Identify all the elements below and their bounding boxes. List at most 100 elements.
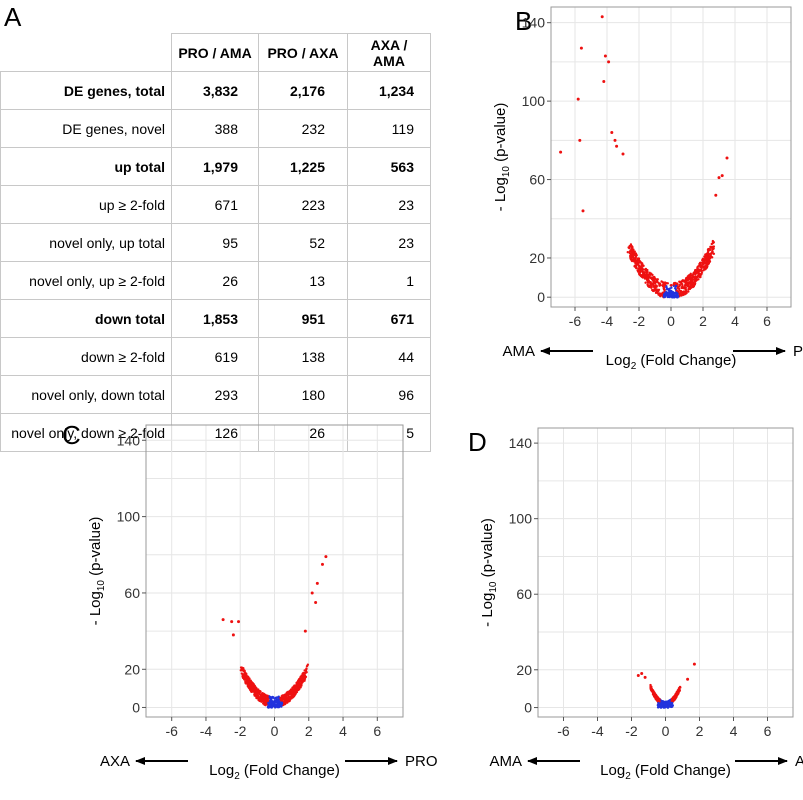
data-point — [711, 248, 714, 251]
table-row: up total 1,979 1,225 563 — [0, 147, 431, 186]
x-axis-label: Log2 (Fold Change) — [606, 352, 737, 372]
x-tick-label: -4 — [200, 723, 213, 739]
data-point — [265, 698, 268, 701]
data-point — [712, 241, 715, 244]
data-point — [242, 675, 245, 678]
data-point — [259, 695, 263, 698]
data-point — [679, 289, 683, 293]
y-tick-label: 60 — [516, 586, 532, 602]
data-point — [679, 293, 682, 296]
data-point — [658, 284, 661, 287]
y-tick-label: 100 — [509, 511, 533, 527]
data-point — [654, 284, 658, 287]
data-point — [668, 293, 671, 297]
data-point — [633, 257, 636, 260]
data-point — [293, 688, 297, 692]
data-point — [649, 683, 652, 687]
data-point — [658, 697, 661, 701]
x-tick-label: 0 — [667, 313, 675, 329]
data-point — [303, 677, 307, 681]
data-point — [681, 292, 685, 296]
panel-label-d: D — [468, 427, 487, 457]
data-point — [629, 256, 632, 260]
y-tick-label: 0 — [524, 700, 532, 716]
table-cell: 180 — [258, 375, 348, 414]
x-axis-label: Log2 (Fold Change) — [209, 762, 340, 782]
table-row-label: down ≥ 2-fold — [0, 337, 172, 376]
data-point — [672, 293, 675, 296]
data-point — [295, 686, 298, 690]
data-point — [269, 699, 273, 702]
data-point-outlier — [237, 620, 241, 624]
data-point — [691, 279, 694, 282]
data-point — [660, 702, 663, 705]
data-point — [670, 292, 673, 295]
data-point-outlier — [725, 156, 729, 160]
table-cell: 26 — [171, 261, 259, 300]
table-cell: 13 — [258, 261, 348, 300]
x-tick-label: -6 — [569, 313, 582, 329]
data-point — [245, 682, 248, 685]
table-cell: 119 — [347, 109, 431, 148]
x-tick-label: 6 — [763, 313, 771, 329]
data-point — [242, 670, 246, 673]
y-tick-label: 20 — [529, 250, 545, 266]
data-point — [291, 691, 294, 695]
table-row: DE genes, total 3,832 2,176 1,234 — [0, 71, 431, 110]
x-tick-label: 2 — [305, 723, 313, 739]
data-point — [279, 704, 283, 707]
data-point — [663, 289, 666, 292]
data-point — [673, 295, 676, 299]
data-point — [680, 286, 683, 290]
y-tick-label: 60 — [124, 585, 140, 601]
table-cell: 52 — [258, 223, 348, 262]
data-point — [685, 283, 688, 287]
table-row-label: novel only, down total — [0, 375, 172, 414]
data-point — [656, 705, 660, 709]
data-point — [296, 680, 299, 684]
table-cell: 44 — [347, 337, 431, 376]
data-point — [666, 282, 669, 285]
x-tick-label: -4 — [591, 723, 604, 739]
table-cell: 2,176 — [258, 71, 348, 110]
data-point — [675, 291, 678, 295]
data-point — [643, 268, 647, 271]
y-tick-label: 60 — [529, 172, 545, 188]
data-point — [290, 689, 294, 692]
y-axis-label: - Log10 (p-value) — [479, 518, 499, 627]
right-condition-label: AXA — [795, 753, 803, 770]
table-row: novel only, down total 293 180 96 — [0, 375, 431, 414]
data-point — [640, 275, 644, 278]
data-point — [679, 291, 682, 295]
data-point — [663, 281, 666, 284]
data-point-outlier — [221, 618, 225, 622]
data-point — [263, 703, 266, 706]
data-point — [647, 284, 650, 288]
data-point-outlier — [578, 138, 582, 142]
table-row: novel only, up total 95 52 23 — [0, 223, 431, 262]
panel-label-b: B — [515, 6, 533, 36]
data-point — [648, 271, 651, 274]
data-point — [248, 680, 251, 683]
data-point — [256, 697, 259, 700]
data-point — [260, 700, 263, 703]
data-point — [626, 250, 629, 254]
data-point — [638, 269, 641, 272]
data-point — [681, 283, 684, 286]
y-tick-label: 140 — [522, 15, 546, 31]
x-tick-label: -6 — [165, 723, 178, 739]
data-point — [248, 683, 251, 687]
x-tick-label: -2 — [234, 723, 247, 739]
data-point — [302, 671, 306, 675]
data-point-outlier — [720, 174, 724, 178]
data-point-outlier — [643, 675, 647, 679]
data-point — [693, 269, 697, 273]
x-tick-label: 6 — [373, 723, 381, 739]
data-point — [670, 705, 674, 708]
data-point-outlier — [314, 600, 318, 604]
table-row: novel only, up ≥ 2-fold 26 13 1 — [0, 261, 431, 300]
data-point — [279, 702, 283, 705]
data-point — [245, 677, 248, 680]
data-points — [559, 15, 729, 299]
data-point — [245, 679, 248, 683]
